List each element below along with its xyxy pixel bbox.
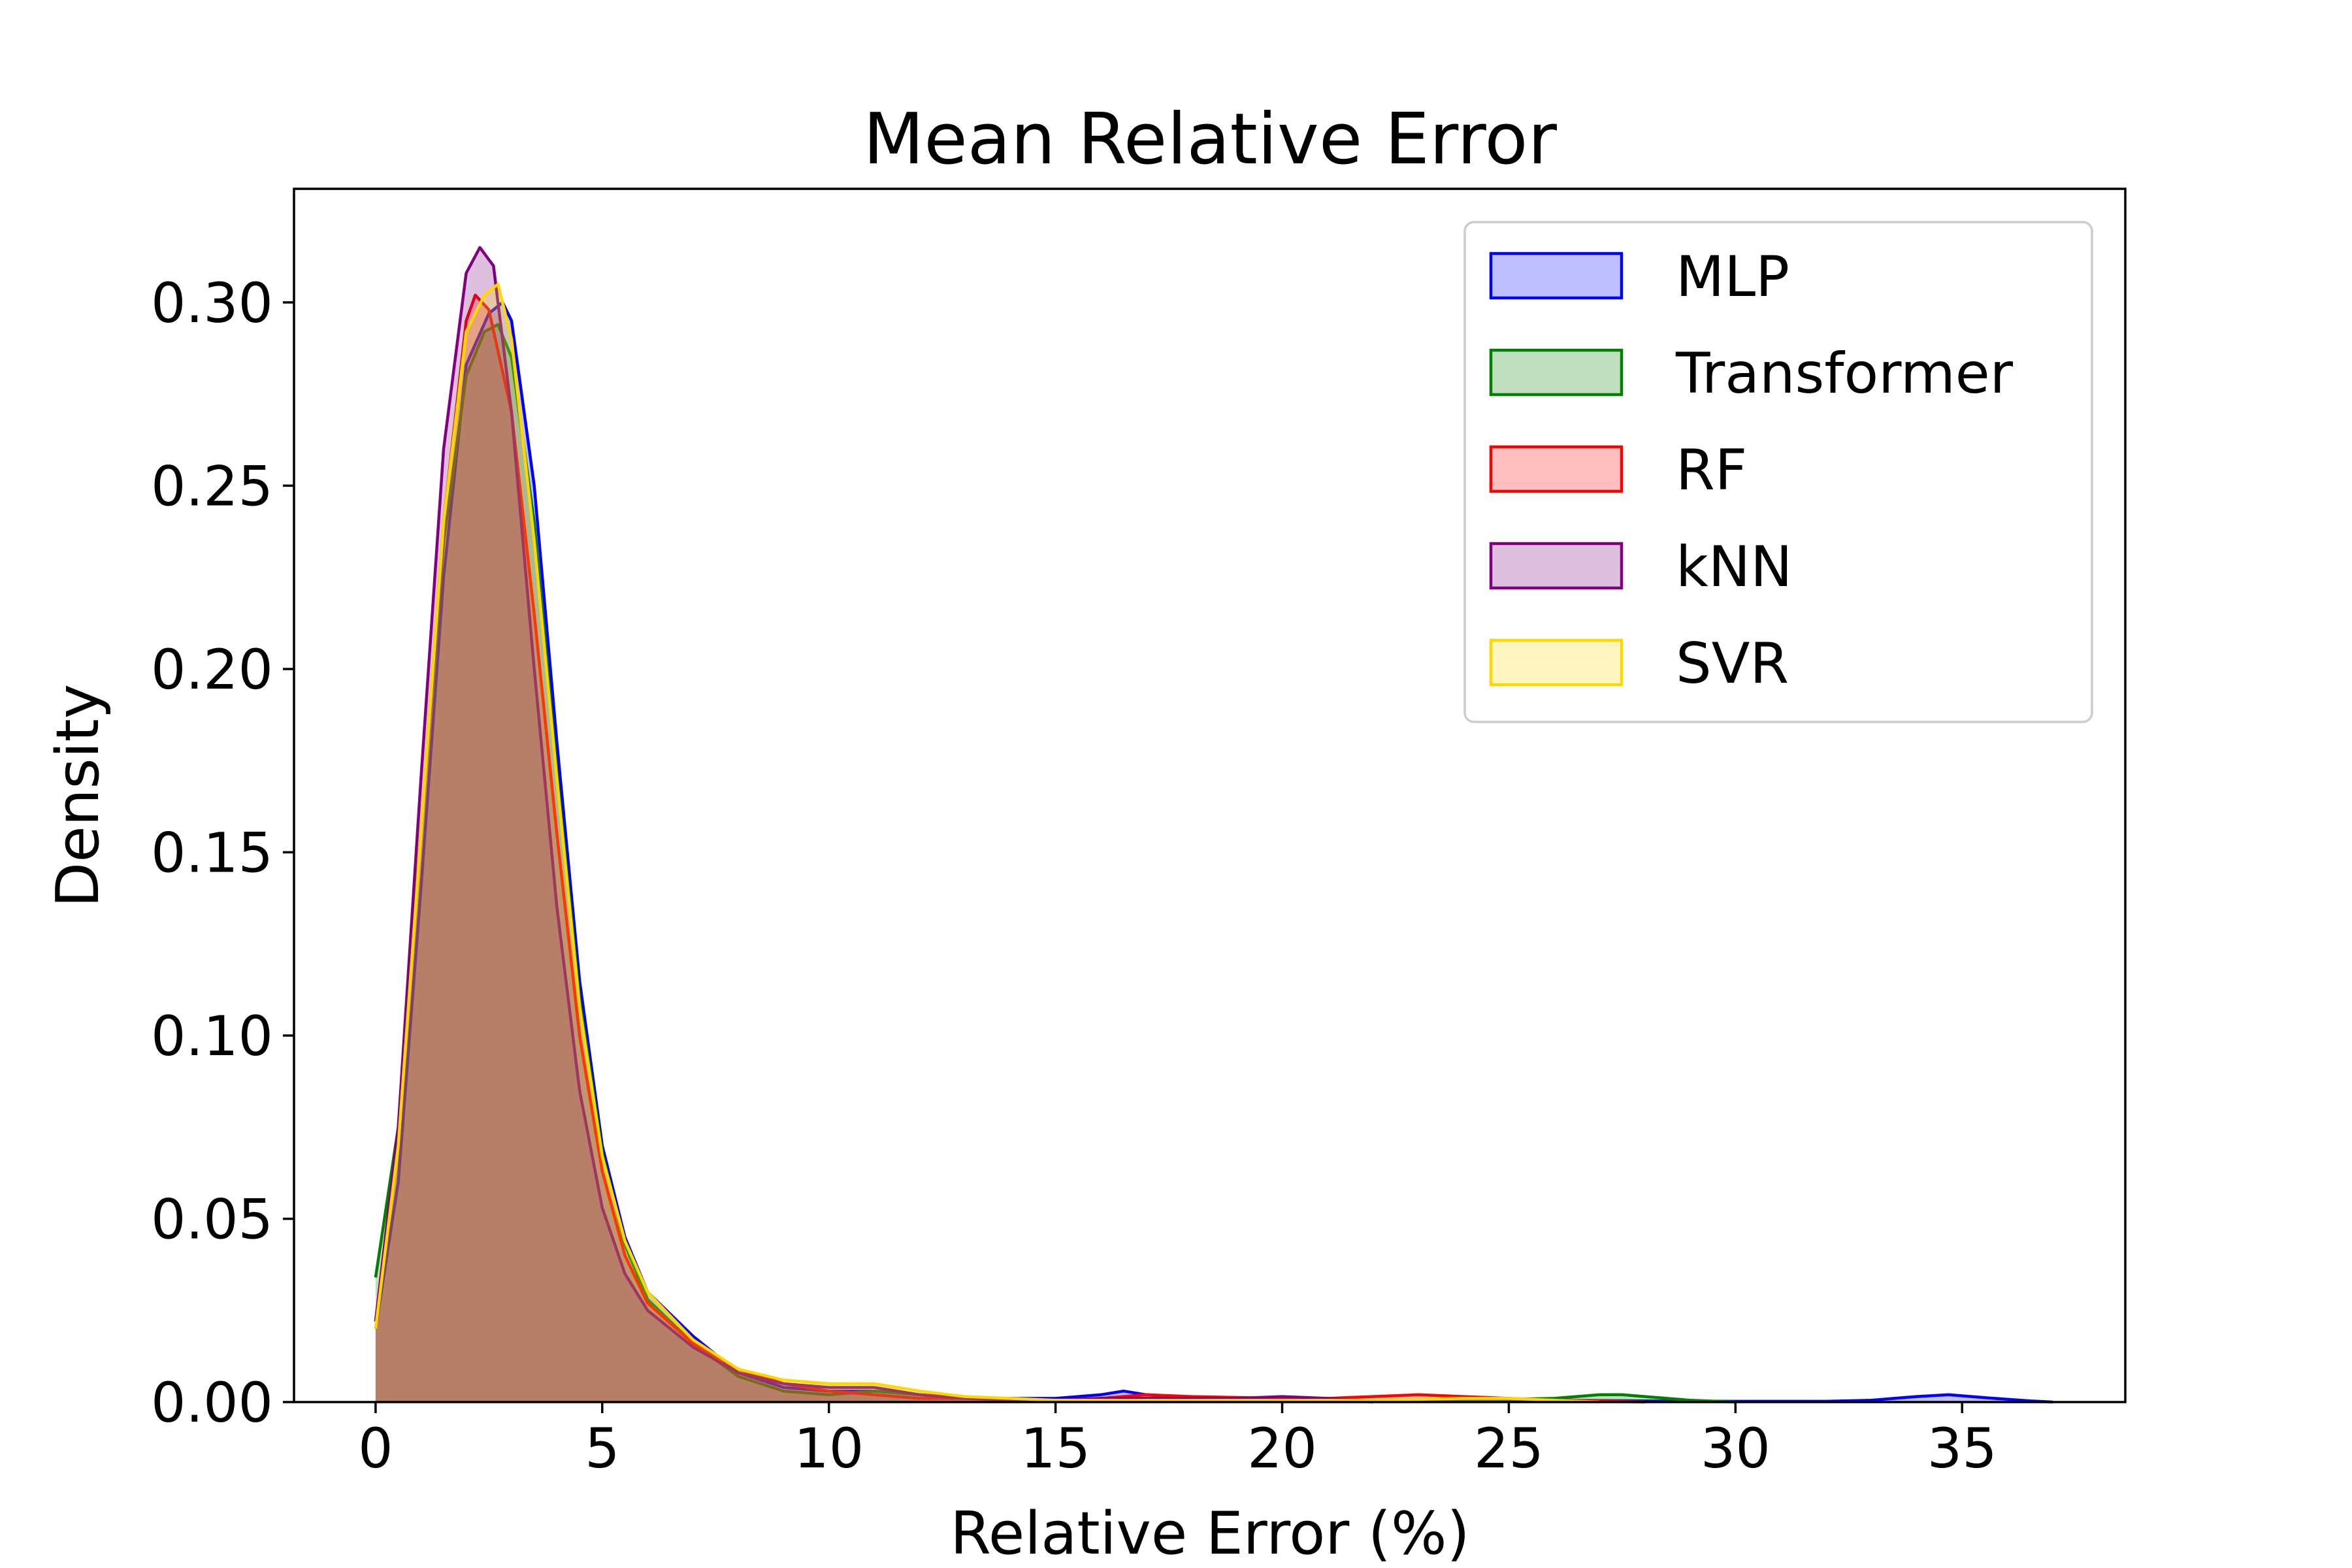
x-tick-label: 0 [358,1416,393,1480]
legend-label-rf: RF [1676,438,1747,503]
area-mlp [375,302,2053,1402]
legend-swatch-svr [1489,638,1624,687]
legend-swatch-transformer [1489,348,1624,397]
y-axis-ticks: 0.00 0.05 0.10 0.15 0.20 0.25 0.30 [151,271,294,1435]
area-svr [375,284,1600,1402]
legend-label-transformer: Transformer [1675,341,2014,406]
x-tick-label: 20 [1247,1416,1317,1480]
chart-title: Mean Relative Error [863,99,1557,180]
x-tick-label: 5 [585,1416,619,1480]
legend-swatch-fill-knn [1491,544,1622,588]
x-tick-label: 10 [794,1416,864,1480]
area-transformer [375,324,1736,1403]
legend-swatch-fill-rf [1491,447,1622,491]
x-tick-label: 25 [1474,1416,1544,1480]
line-knn [374,246,1373,1404]
x-tick-label: 15 [1021,1416,1090,1480]
line-svr [374,282,1600,1404]
legend-swatch-fill-mlp [1491,253,1622,298]
legend-label-svr: SVR [1676,631,1789,696]
y-tick-label: 0.25 [151,454,273,518]
legend-swatch-rf [1489,445,1624,493]
y-tick-label: 0.05 [151,1187,273,1251]
legend-swatch-knn [1489,542,1624,590]
x-tick-label: 30 [1701,1416,1771,1480]
x-tick-label: 35 [1927,1416,1997,1480]
legend-label-knn: kNN [1676,534,1792,600]
legend-box [1463,221,2093,723]
y-tick-label: 0.00 [151,1371,273,1435]
legend-label-mlp: MLP [1676,244,1789,310]
area-rf [375,295,1645,1403]
legend: MLP Transformer RF kNN SVR [1463,221,2093,723]
legend-swatch-fill-transformer [1491,350,1622,395]
x-axis-ticks: 0 5 10 15 20 25 30 35 [358,1402,1997,1480]
legend-swatch-mlp [1489,252,1624,300]
y-tick-label: 0.20 [151,638,273,702]
legend-swatch-fill-svr [1491,640,1622,685]
area-knn [375,247,1373,1402]
density-areas [374,246,2053,1404]
y-tick-label: 0.15 [151,821,273,885]
y-tick-label: 0.30 [151,271,273,335]
y-axis-label: Density [44,684,112,907]
x-axis-label: Relative Error (%) [950,1499,1469,1568]
plot-frame [293,188,2127,1403]
y-tick-label: 0.10 [151,1004,273,1068]
